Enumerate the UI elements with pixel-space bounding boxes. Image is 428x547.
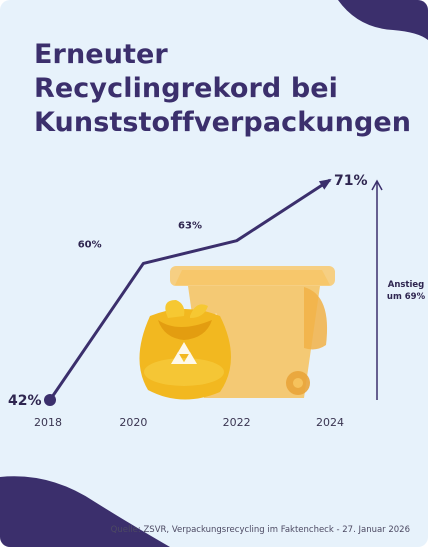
annotation-backdrop bbox=[386, 270, 426, 306]
annotation-line-2: um 69% bbox=[387, 292, 426, 302]
x-tick-2022: 2022 bbox=[223, 416, 251, 429]
data-label-42: 42% bbox=[8, 393, 42, 409]
series-arrow-head bbox=[318, 178, 332, 190]
corner-wave-bottom-left bbox=[0, 476, 170, 547]
corner-wave-top-right bbox=[338, 0, 428, 40]
data-label-60: 60% bbox=[78, 239, 102, 250]
increase-arrow bbox=[371, 179, 383, 400]
annotation-line-1: Anstieg bbox=[388, 280, 425, 290]
recycling-symbol-icon bbox=[171, 342, 197, 364]
data-label-71: 71% bbox=[334, 173, 368, 189]
x-tick-2024: 2024 bbox=[316, 416, 344, 429]
data-label-63: 63% bbox=[178, 221, 202, 232]
series-start-point bbox=[44, 394, 56, 406]
series-line bbox=[48, 178, 331, 401]
yellow-bag-icon bbox=[139, 300, 231, 400]
source-note: Quelle: ZSVR, Verpackungsrecycling im Fa… bbox=[110, 525, 410, 535]
x-tick-2018: 2018 bbox=[34, 416, 62, 429]
x-tick-2020: 2020 bbox=[119, 416, 147, 429]
chart-title: Erneuter Recyclingrekord bei Kunststoffv… bbox=[34, 39, 412, 138]
